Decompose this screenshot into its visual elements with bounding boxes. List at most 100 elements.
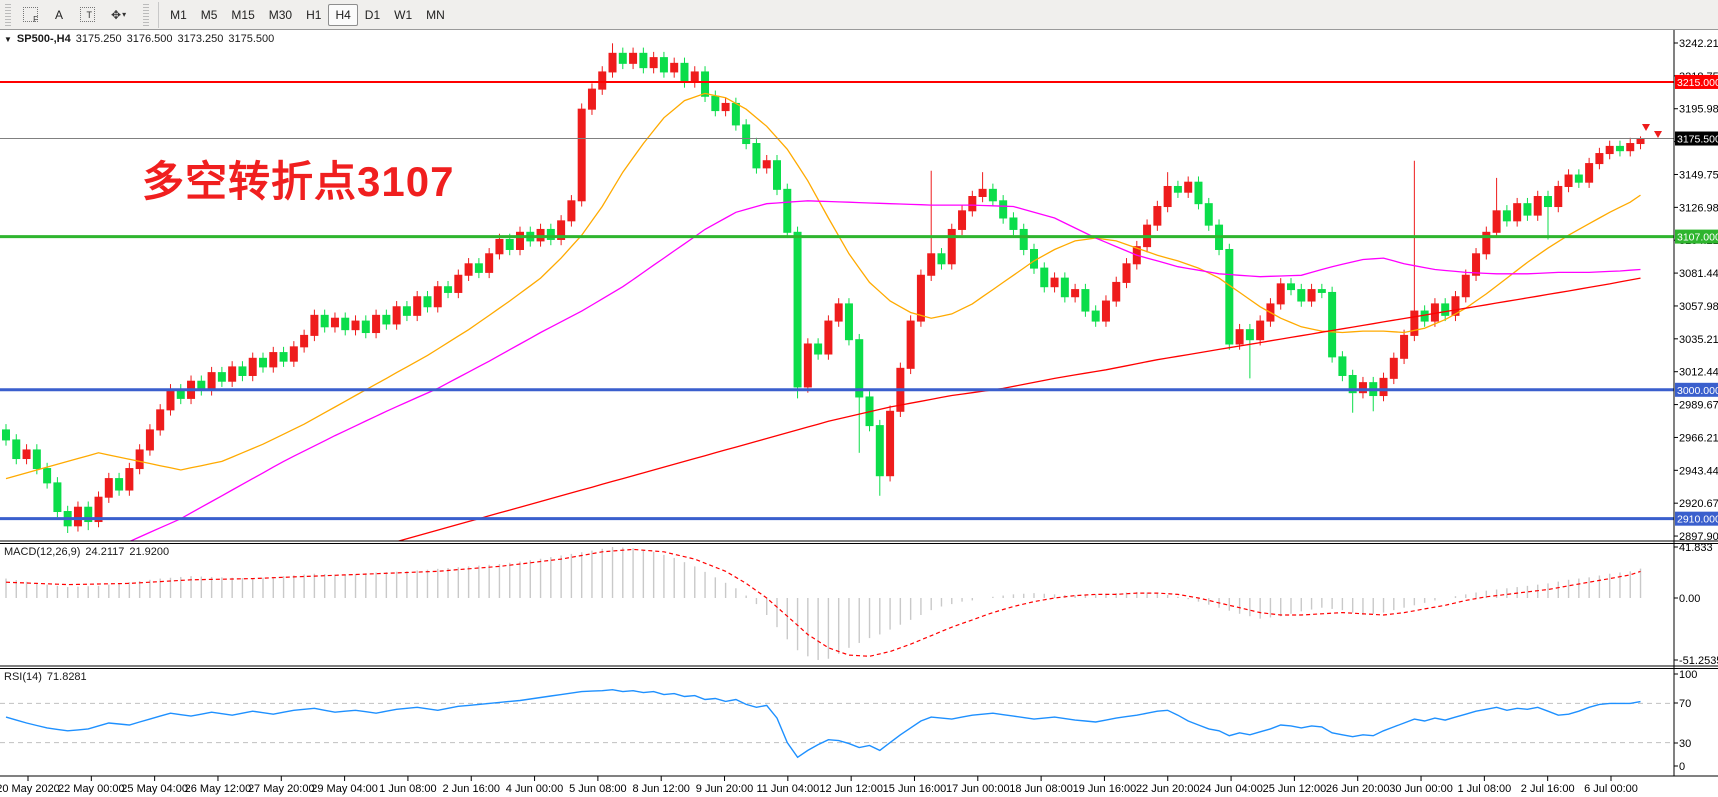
time-axis-label: 2 Jul 16:00 (1521, 783, 1575, 795)
ohlc-close: 3175.500 (228, 33, 275, 45)
text-box-button[interactable]: T (73, 4, 102, 26)
timeframe-button-MN[interactable]: MN (426, 7, 445, 22)
time-axis-label: 24 Jun 04:00 (1199, 783, 1263, 795)
macd-name: MACD(12,26,9) (4, 546, 81, 558)
timeframe-button-M5[interactable]: M5 (200, 7, 218, 22)
price-axis-label: 3012.440 (1679, 367, 1718, 379)
timeframe-button-W1[interactable]: W1 (394, 7, 413, 22)
grid-icon: F (23, 7, 38, 24)
macd-axis-label: -51.2535 (1679, 655, 1718, 667)
timeframe-group: M1 M5 M15 M30 H1 H4 D1 W1 MN (158, 1, 452, 28)
macd-axis-label: 0.00 (1679, 593, 1700, 605)
ohlc-open: 3175.250 (75, 33, 122, 45)
time-axis-label: 1 Jul 08:00 (1457, 783, 1511, 795)
level-3000.000-tag (1675, 382, 1718, 397)
price-axis-label: 2897.900 (1679, 531, 1718, 543)
time-axis-label: 6 Jul 00:00 (1584, 783, 1638, 795)
level-3000.000-tag-text: 3000.000 (1677, 385, 1718, 397)
time-axis-label: 27 May 20:00 (248, 783, 315, 795)
rsi-axis-label: 0 (1679, 761, 1685, 773)
rsi-indicator-label: RSI(14) 71.8281 (4, 671, 87, 683)
time-axis-label: 15 Jun 16:00 (883, 783, 947, 795)
macd-histogram (5, 546, 1642, 660)
macd-signal-line (5, 548, 1641, 657)
timeframe-button-M30[interactable]: M30 (268, 7, 293, 22)
time-axis-label: 20 May 2020 (0, 783, 60, 795)
time-axis-label: 17 Jun 00:00 (946, 783, 1010, 795)
time-axis-label: 30 Jun 00:00 (1389, 783, 1453, 795)
level-3215.000-tag (1675, 74, 1718, 89)
price-axis-label: 3035.210 (1679, 334, 1718, 346)
ma-slow-red (396, 277, 1641, 541)
rsi-line (5, 688, 1641, 759)
timeframe-button-D1[interactable]: D1 (364, 7, 381, 22)
drawing-tools-button[interactable]: ✥ ▾ (104, 4, 133, 26)
time-axis-label: 22 May 00:00 (58, 783, 125, 795)
time-axis-label: 22 Jun 20:00 (1136, 783, 1200, 795)
price-axis-label: 2989.670 (1679, 400, 1718, 412)
macd-axis-label: 41.833 (1679, 542, 1713, 554)
level-3107.000-tag-text: 3107.000 (1677, 232, 1718, 244)
ma-fast-orange (5, 92, 1641, 480)
price-axis-label: 3057.980 (1679, 301, 1718, 313)
macd-value-signal: 21.9200 (129, 546, 170, 558)
time-axis-label: 2 Jun 16:00 (442, 783, 500, 795)
symbol-timeframe: SP500-,H4 (16, 33, 71, 45)
time-axis-label: 4 Jun 00:00 (506, 783, 564, 795)
price-axis-label: 3081.440 (1679, 268, 1718, 280)
time-axis-label: 29 May 04:00 (311, 783, 378, 795)
chart-annotation-text: 多空转折点3107 (142, 158, 455, 205)
time-axis-label: 26 May 12:00 (185, 783, 252, 795)
level-3107.000-tag (1675, 229, 1718, 244)
rsi-value: 71.8281 (46, 671, 87, 683)
time-axis-label: 5 Jun 08:00 (569, 783, 627, 795)
time-axis-label: 12 Jun 12:00 (819, 783, 883, 795)
rsi-axis-label: 30 (1679, 738, 1691, 750)
toolbar-grip[interactable] (5, 3, 11, 26)
level-2910.000-tag-text: 2910.000 (1677, 514, 1718, 526)
timeframe-button-M15[interactable]: M15 (231, 7, 255, 22)
toolbar-grip-2[interactable] (143, 3, 150, 26)
ohlc-low: 3173.250 (177, 33, 224, 45)
grid-f-icon[interactable]: F (16, 4, 45, 26)
level-2910.000-tag (1675, 511, 1718, 526)
candles (2, 43, 1645, 533)
macd-value-main: 24.2117 (85, 546, 125, 558)
time-axis-label: 25 Jun 12:00 (1263, 783, 1327, 795)
current-price-tag (1675, 131, 1718, 146)
price-axis-label: 2920.670 (1679, 498, 1718, 510)
macd-indicator-label: MACD(12,26,9) 24.2117 21.9200 (4, 546, 169, 558)
time-axis-label: 9 Jun 20:00 (696, 783, 754, 795)
price-axis-label: 3126.980 (1679, 202, 1718, 214)
text-label-button[interactable]: A (54, 7, 63, 22)
rsi-axis-label: 70 (1679, 698, 1691, 710)
sell-arrow-icon (1654, 131, 1662, 138)
chart-title: ▼ SP500-,H4 3175.250 3176.500 3173.250 3… (4, 33, 274, 45)
time-axis-label: 11 Jun 04:00 (756, 783, 819, 795)
price-axis-label: 2966.210 (1679, 432, 1718, 444)
level-3215.000-tag-text: 3215.000 (1677, 77, 1718, 89)
price-axis-label: 2943.440 (1679, 465, 1718, 477)
time-axis-label: 18 Jun 08:00 (1009, 783, 1073, 795)
time-axis-label: 8 Jun 12:00 (632, 783, 690, 795)
time-axis-label: 19 Jun 16:00 (1073, 783, 1137, 795)
price-axis-label: 3195.980 (1679, 104, 1718, 116)
rsi-axis-label: 100 (1679, 669, 1697, 681)
time-axis-label: 26 Jun 20:00 (1326, 783, 1390, 795)
rsi-name: RSI(14) (4, 671, 42, 683)
time-axis-label: 1 Jun 08:00 (379, 783, 437, 795)
ma-mid-magenta (129, 200, 1641, 541)
chevron-down-icon: ▾ (122, 10, 127, 19)
price-axis-label: 3149.750 (1679, 169, 1718, 181)
time-axis-label: 25 May 04:00 (121, 783, 188, 795)
text-box-icon: T (80, 7, 95, 22)
ohlc-high: 3176.500 (126, 33, 173, 45)
timeframe-button-M1[interactable]: M1 (170, 7, 187, 22)
timeframe-button-H4[interactable]: H4 (328, 3, 358, 26)
toolbar: F A T ✥ ▾ M1 M5 M15 M30 H1 H4 D1 W1 MN (0, 0, 1718, 30)
collapse-arrow-icon[interactable]: ▼ (4, 34, 12, 44)
timeframe-button-H1[interactable]: H1 (306, 7, 322, 22)
current-price-tag-text: 3175.500 (1677, 134, 1718, 146)
